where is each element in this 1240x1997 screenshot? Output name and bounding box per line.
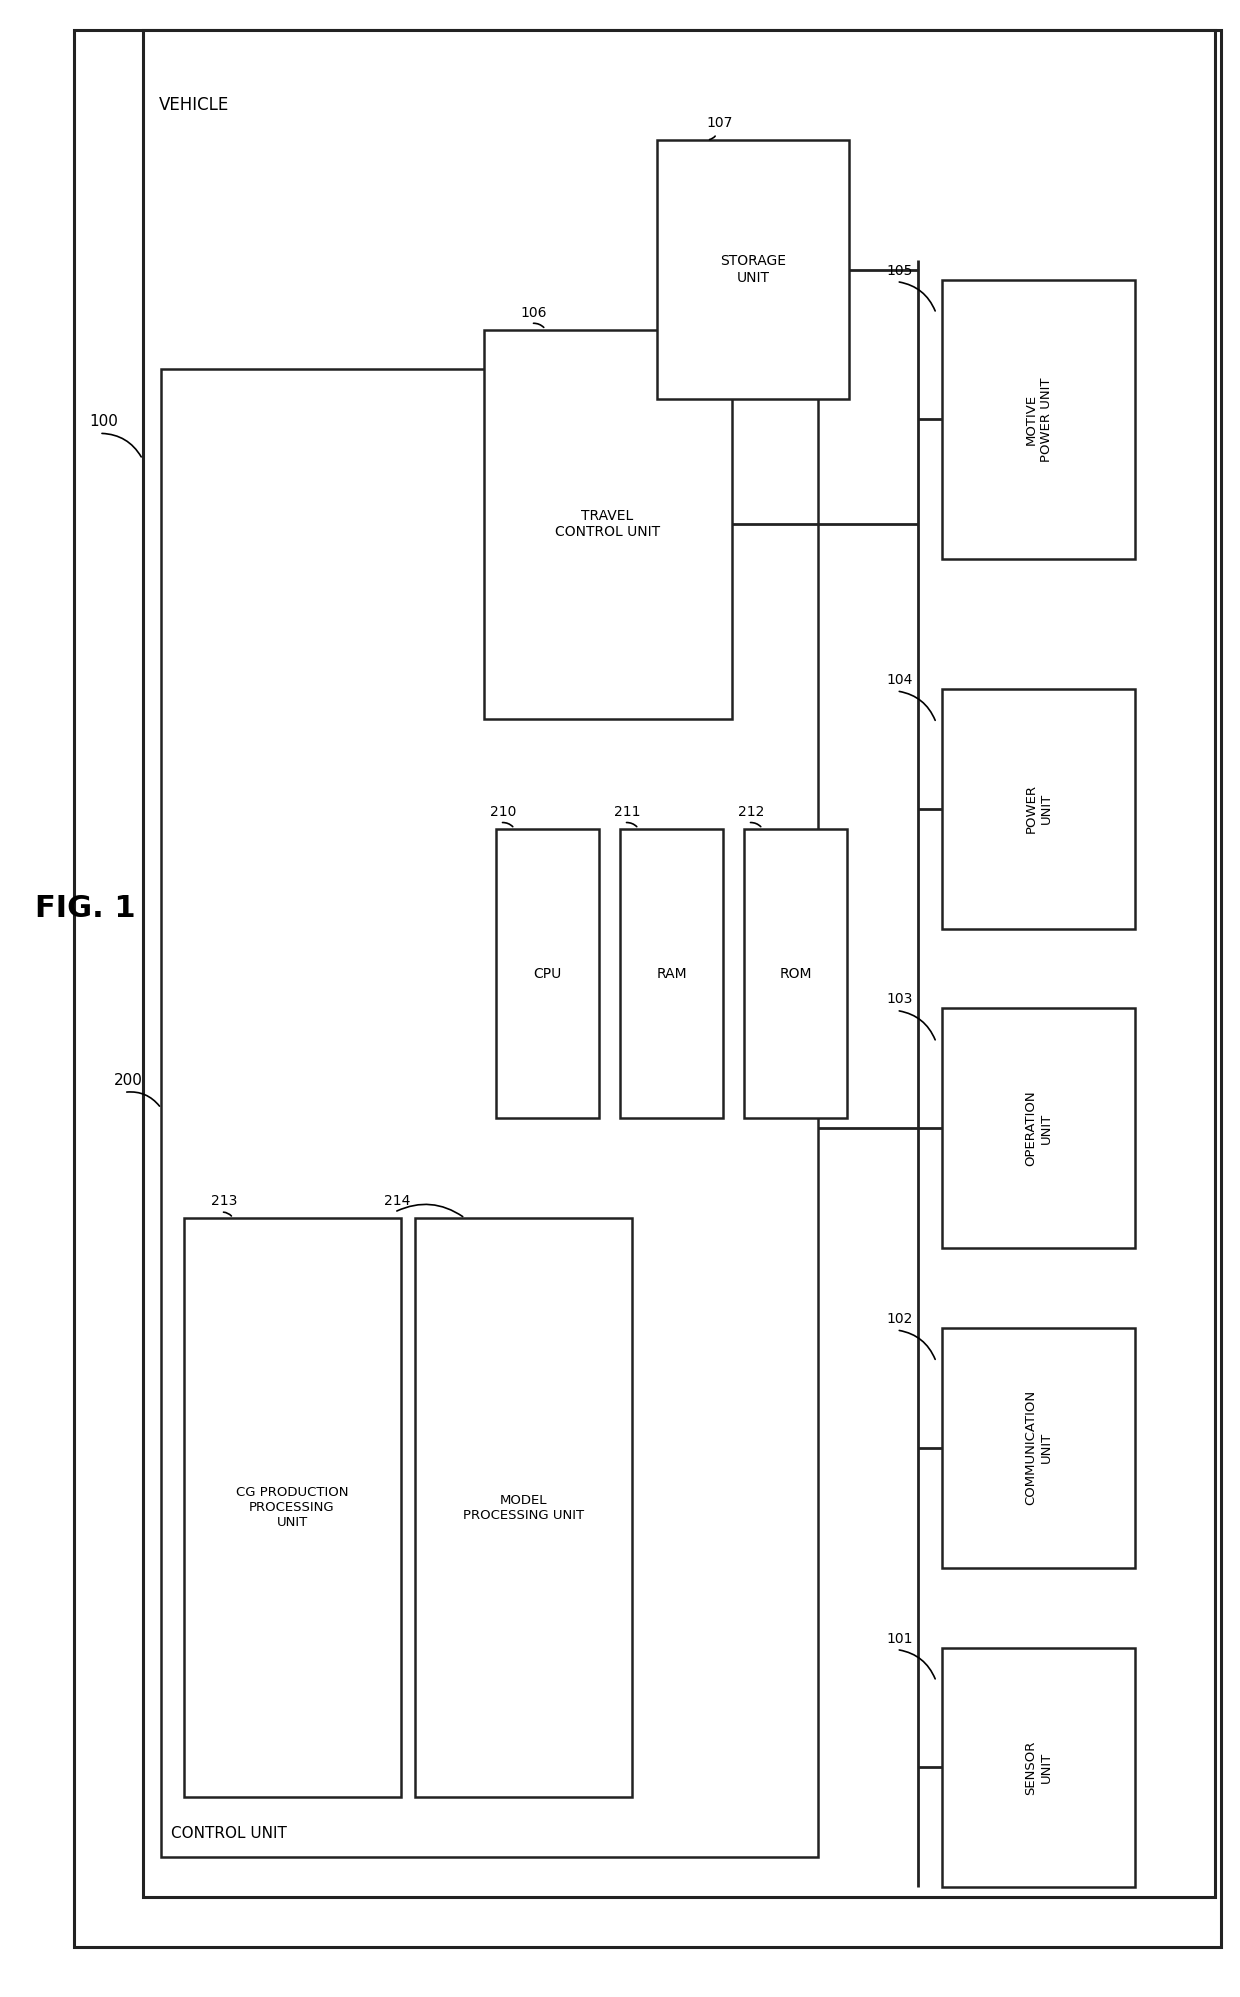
Text: 103: 103 — [887, 993, 913, 1006]
Text: 105: 105 — [887, 264, 913, 278]
Text: 101: 101 — [887, 1632, 913, 1646]
Text: MOTIVE
POWER UNIT: MOTIVE POWER UNIT — [1024, 377, 1053, 461]
Text: FIG. 1: FIG. 1 — [35, 895, 135, 923]
Bar — [161, 369, 818, 1857]
Text: 107: 107 — [707, 116, 733, 130]
Text: 104: 104 — [887, 673, 913, 687]
Bar — [942, 1328, 1135, 1568]
Bar — [942, 689, 1135, 929]
Text: ROM: ROM — [779, 967, 812, 981]
Text: 214: 214 — [384, 1194, 410, 1208]
Bar — [942, 1648, 1135, 1887]
Text: OPERATION
UNIT: OPERATION UNIT — [1024, 1090, 1053, 1166]
Text: CPU: CPU — [533, 967, 562, 981]
Text: COMMUNICATION
UNIT: COMMUNICATION UNIT — [1024, 1390, 1053, 1506]
Bar — [942, 280, 1135, 559]
Text: 211: 211 — [614, 805, 640, 819]
Text: CONTROL UNIT: CONTROL UNIT — [171, 1825, 286, 1841]
Text: POWER
UNIT: POWER UNIT — [1024, 785, 1053, 833]
Bar — [942, 1008, 1135, 1248]
Text: 102: 102 — [887, 1312, 913, 1326]
Bar — [143, 30, 1215, 1897]
Bar — [657, 140, 849, 399]
Text: 212: 212 — [738, 805, 764, 819]
Text: VEHICLE: VEHICLE — [159, 96, 229, 114]
Text: CG PRODUCTION
PROCESSING
UNIT: CG PRODUCTION PROCESSING UNIT — [236, 1486, 348, 1530]
Bar — [484, 330, 732, 719]
Text: 210: 210 — [490, 805, 516, 819]
Bar — [744, 829, 847, 1118]
Bar — [184, 1218, 401, 1797]
Text: 100: 100 — [89, 413, 118, 429]
Text: TRAVEL
CONTROL UNIT: TRAVEL CONTROL UNIT — [556, 509, 660, 539]
Text: SENSOR
UNIT: SENSOR UNIT — [1024, 1739, 1053, 1795]
Bar — [496, 829, 599, 1118]
Text: RAM: RAM — [656, 967, 687, 981]
Bar — [415, 1218, 632, 1797]
Text: 200: 200 — [114, 1072, 143, 1088]
Bar — [620, 829, 723, 1118]
Text: 106: 106 — [521, 306, 547, 320]
Text: STORAGE
UNIT: STORAGE UNIT — [720, 254, 786, 286]
Text: 213: 213 — [211, 1194, 237, 1208]
Text: MODEL
PROCESSING UNIT: MODEL PROCESSING UNIT — [464, 1494, 584, 1522]
